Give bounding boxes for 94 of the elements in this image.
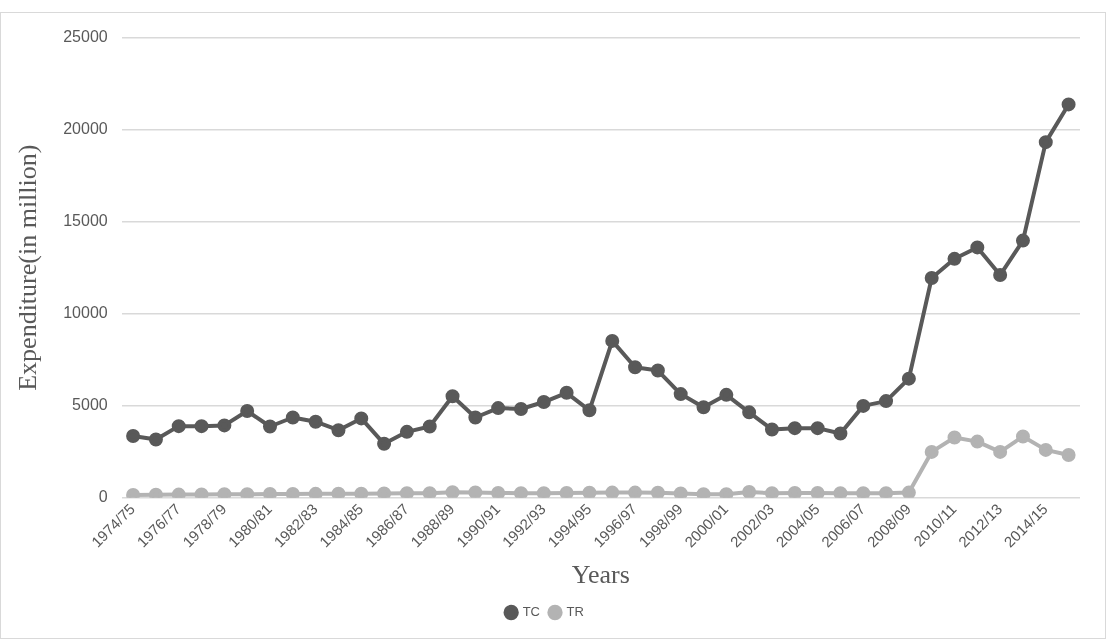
point bbox=[513, 402, 528, 417]
point bbox=[285, 487, 300, 498]
y-axis-title: Expenditure(in million) bbox=[13, 144, 43, 391]
point bbox=[171, 487, 186, 498]
point bbox=[513, 486, 528, 498]
point bbox=[308, 414, 323, 429]
point bbox=[901, 485, 916, 498]
point bbox=[650, 363, 665, 378]
point bbox=[787, 421, 802, 436]
point bbox=[993, 268, 1008, 283]
point bbox=[947, 430, 962, 445]
point bbox=[148, 432, 163, 447]
point bbox=[536, 395, 551, 410]
point bbox=[126, 487, 141, 498]
point bbox=[924, 270, 939, 285]
point bbox=[764, 486, 779, 498]
point bbox=[1015, 429, 1030, 444]
point bbox=[810, 485, 825, 498]
point bbox=[673, 486, 688, 498]
point bbox=[491, 485, 506, 498]
point bbox=[1015, 233, 1030, 248]
point bbox=[605, 485, 620, 498]
y-tick-label: 10000 bbox=[63, 304, 108, 322]
point bbox=[742, 485, 757, 498]
point bbox=[650, 485, 665, 498]
legend-label: TR bbox=[566, 604, 584, 620]
point bbox=[399, 486, 414, 498]
point bbox=[970, 434, 985, 449]
point bbox=[217, 487, 232, 498]
point bbox=[879, 486, 894, 498]
point bbox=[171, 419, 186, 434]
legend-label: TC bbox=[522, 604, 541, 620]
point bbox=[696, 400, 711, 415]
point bbox=[628, 360, 643, 375]
y-tick-label: 15000 bbox=[63, 212, 108, 230]
point bbox=[399, 424, 414, 439]
point bbox=[856, 486, 871, 498]
point bbox=[445, 485, 460, 498]
point bbox=[263, 487, 277, 498]
point bbox=[240, 487, 255, 498]
point bbox=[924, 444, 939, 459]
point bbox=[308, 486, 323, 498]
point bbox=[468, 410, 483, 425]
point bbox=[1038, 135, 1053, 150]
point bbox=[354, 486, 369, 498]
point bbox=[1038, 442, 1053, 457]
y-tick-label: 25000 bbox=[63, 28, 108, 46]
point bbox=[422, 486, 437, 498]
x-axis-title: Years bbox=[571, 560, 630, 590]
point bbox=[194, 487, 209, 498]
point bbox=[719, 487, 734, 498]
point bbox=[970, 240, 985, 255]
y-tick-label: 5000 bbox=[72, 396, 108, 414]
point bbox=[240, 404, 255, 419]
point bbox=[331, 423, 346, 438]
point bbox=[764, 422, 779, 437]
point bbox=[491, 401, 506, 416]
point bbox=[833, 426, 848, 441]
point bbox=[285, 410, 300, 425]
y-tick-label: 0 bbox=[98, 488, 108, 506]
point bbox=[422, 419, 437, 434]
point bbox=[331, 486, 346, 498]
point bbox=[194, 419, 209, 434]
point bbox=[628, 485, 643, 498]
y-tick-label: 20000 bbox=[63, 120, 108, 138]
point bbox=[742, 405, 757, 420]
point bbox=[217, 418, 232, 433]
point bbox=[856, 398, 871, 413]
point bbox=[719, 387, 734, 402]
point bbox=[787, 485, 802, 498]
point bbox=[559, 385, 574, 400]
point bbox=[445, 389, 460, 404]
point bbox=[696, 487, 711, 498]
point bbox=[605, 333, 620, 348]
point bbox=[126, 429, 141, 444]
point bbox=[468, 485, 483, 498]
point bbox=[833, 486, 848, 498]
point bbox=[993, 444, 1008, 459]
point bbox=[263, 419, 277, 434]
point bbox=[879, 394, 894, 409]
point bbox=[1061, 97, 1076, 112]
point bbox=[582, 485, 597, 498]
point bbox=[354, 411, 369, 426]
point bbox=[377, 486, 392, 498]
point bbox=[377, 436, 392, 451]
point bbox=[1061, 448, 1076, 463]
point bbox=[148, 487, 163, 498]
point bbox=[947, 251, 962, 266]
point bbox=[559, 485, 574, 498]
point bbox=[536, 486, 551, 498]
point bbox=[901, 371, 916, 386]
point bbox=[582, 403, 597, 418]
point bbox=[810, 421, 825, 436]
point bbox=[673, 387, 688, 402]
